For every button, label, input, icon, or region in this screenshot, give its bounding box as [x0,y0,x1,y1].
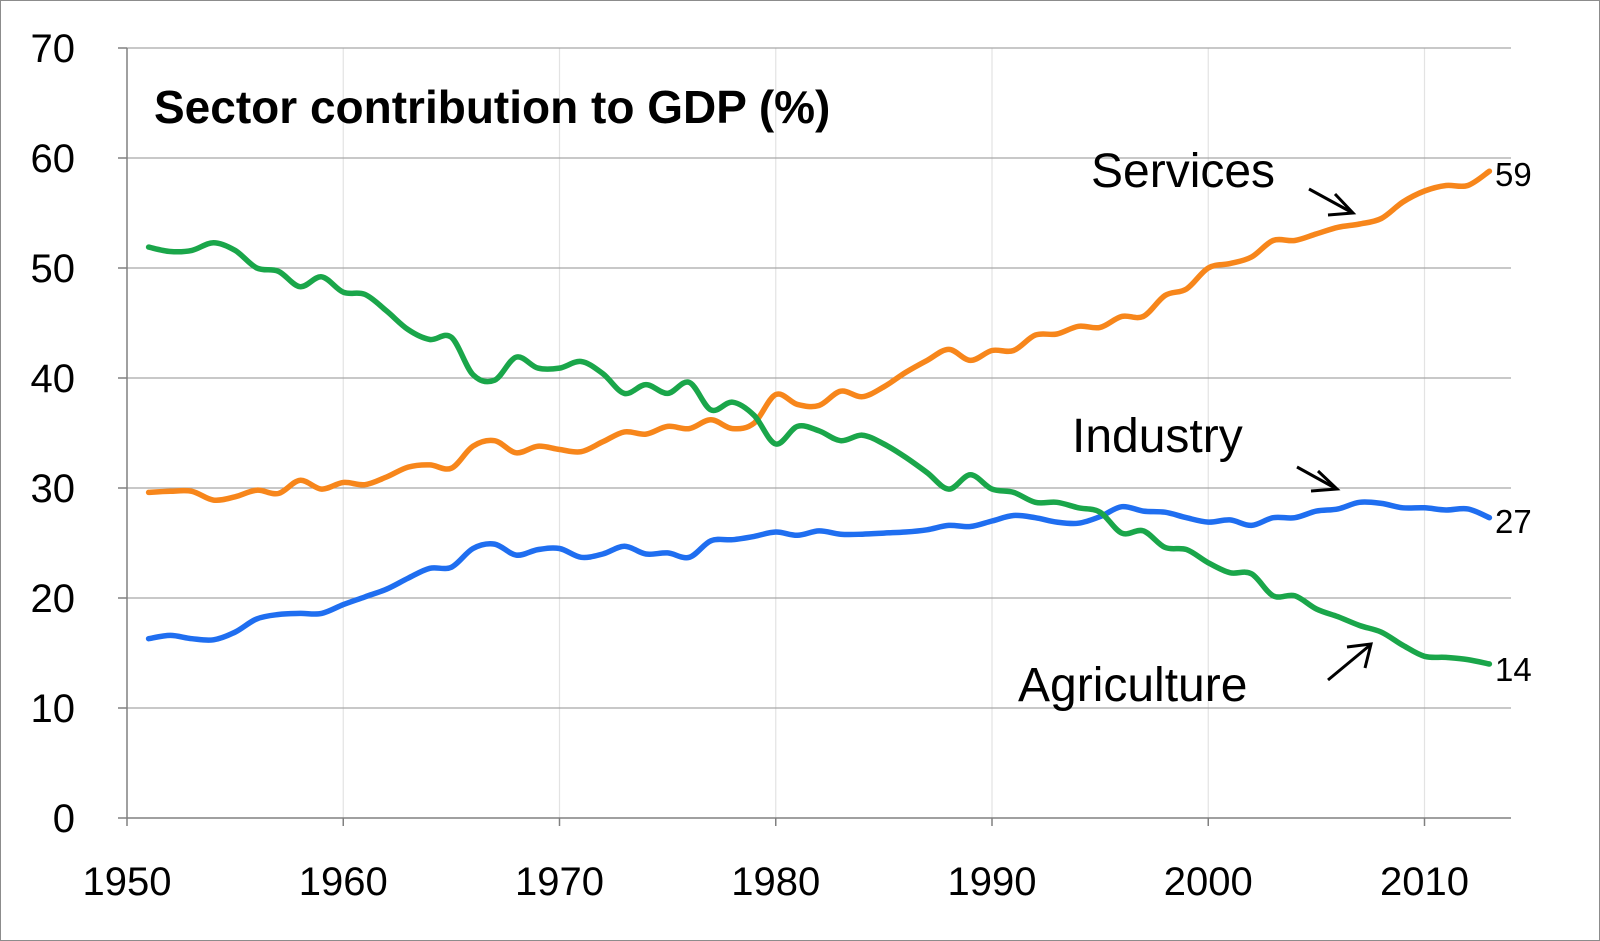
industry-arrow [1296,465,1341,493]
y-tick-label: 10 [31,687,76,731]
industry-label: Industry [1072,410,1243,463]
y-tick-label: 20 [31,577,76,621]
agriculture-label: Agriculture [1018,659,1247,712]
x-tick-labels: 1950 1960 1970 1980 1990 2000 2010 [83,860,1469,904]
annotations: Services Industry Agriculture 59 27 14 [1018,145,1532,712]
x-tick-label: 1980 [731,860,820,904]
services-label: Services [1091,145,1275,198]
x-tick-label: 2010 [1380,860,1469,904]
agriculture-end-label: 14 [1495,651,1532,688]
vertical-gridlines [126,48,1426,826]
agriculture-series-line [145,239,1493,667]
x-tick-label: 2000 [1164,860,1253,904]
industry-series-line [145,499,1493,643]
horizontal-gridlines [118,47,1511,819]
series-lines [145,168,1493,667]
services-arrow [1308,187,1357,217]
x-tick-label: 1960 [299,860,388,904]
y-tick-label: 60 [31,137,76,181]
x-tick-label: 1990 [948,860,1037,904]
y-tick-labels: 0 10 20 30 40 50 60 70 [31,27,76,841]
chart-title: Sector contribution to GDP (%) [154,81,830,133]
axes [126,48,1511,819]
x-tick-label: 1970 [515,860,604,904]
services-series-line [145,168,1493,504]
y-tick-label: 30 [31,467,76,511]
y-tick-label: 50 [31,247,76,291]
x-tick-label: 1950 [83,860,172,904]
y-tick-label: 70 [31,27,76,71]
y-tick-label: 0 [53,797,75,841]
agriculture-arrow [1327,642,1373,682]
industry-end-label: 27 [1495,503,1532,540]
services-end-label: 59 [1495,156,1532,193]
y-tick-label: 40 [31,357,76,401]
